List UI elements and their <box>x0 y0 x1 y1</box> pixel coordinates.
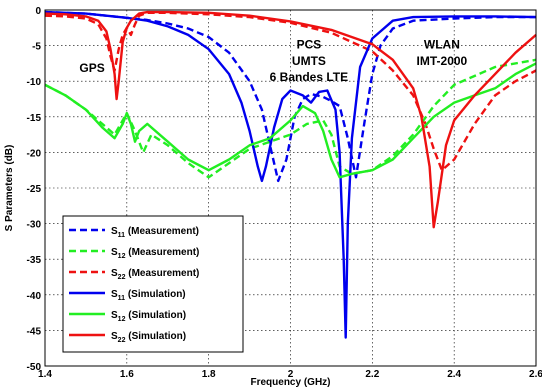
legend-entry: S11 (Measurement) <box>111 226 199 239</box>
y-tick-label: 0 <box>35 6 41 17</box>
y-tick-label: -50 <box>27 362 42 373</box>
legend-description: (Measurement) <box>125 226 199 237</box>
x-tick-labels: 1.4 1.6 1.8 2 2.2 2.4 2.6 <box>38 369 542 380</box>
legend-subscript: 22 <box>118 337 126 344</box>
legend-description: (Measurement) <box>125 268 199 279</box>
y-tick-label: -20 <box>27 148 42 159</box>
y-tick-label: -5 <box>32 42 41 53</box>
x-tick-label: 2 <box>288 369 294 380</box>
legend-description: (Simulation) <box>125 331 186 342</box>
legend-description: (Simulation) <box>125 289 186 300</box>
legend-subscript: 22 <box>118 274 126 281</box>
x-tick-label: 1.8 <box>202 369 216 380</box>
series-line-3 <box>44 10 537 339</box>
series-line-0 <box>44 10 536 183</box>
annotation-label: 6 Bandes LTE <box>270 70 348 84</box>
plot-frame <box>44 9 537 367</box>
x-tick-label: 1.6 <box>120 369 134 380</box>
legend-entry: S12 (Simulation) <box>111 310 186 323</box>
y-tick-label: -30 <box>27 220 42 231</box>
y-axis-label: S Parameters (dB) <box>4 145 15 232</box>
legend-symbol: S <box>111 247 118 258</box>
x-axis-label: Frequency (GHz) <box>250 377 330 388</box>
series-line-1 <box>44 58 537 179</box>
series-line-5 <box>44 10 537 229</box>
legend-subscript: 11 <box>118 232 126 239</box>
legend-symbol: S <box>111 226 118 237</box>
annotation-label: UMTS <box>292 54 326 68</box>
legend-subscript: 11 <box>118 295 126 302</box>
annotation-label: IMT-2000 <box>417 54 468 68</box>
y-tick-label: -15 <box>27 113 42 124</box>
y-tick-label: -40 <box>27 291 42 302</box>
legend-description: (Simulation) <box>125 310 186 321</box>
x-tick-label: 2.2 <box>365 369 379 380</box>
y-tick-label: -25 <box>27 184 42 195</box>
annotation-label: WLAN <box>424 37 460 51</box>
y-tick-labels: 0 -5 -10 -15 -20 -25 -30 -35 -40 -45 -50 <box>27 6 42 373</box>
legend-symbol: S <box>111 310 118 321</box>
legend-symbol: S <box>111 331 118 342</box>
legend-description: (Measurement) <box>125 247 199 258</box>
series-line-4 <box>44 62 537 179</box>
legend-box <box>62 215 244 353</box>
legend-symbol: S <box>111 268 118 279</box>
annotation-label: GPS <box>79 61 104 75</box>
legend: S11 (Measurement)S12 (Measurement)S22 (M… <box>62 215 244 353</box>
legend-subscript: 12 <box>118 253 126 260</box>
y-tick-label: -35 <box>27 255 42 266</box>
annotation-label: PCS <box>297 37 322 51</box>
y-tick-label: -45 <box>27 326 42 337</box>
x-tick-label: 2.6 <box>529 369 542 380</box>
x-tick-label: 1.4 <box>38 369 52 380</box>
legend-entry: S22 (Measurement) <box>111 268 199 281</box>
legend-entry: S12 (Measurement) <box>111 247 199 260</box>
y-tick-label: -10 <box>27 77 42 88</box>
x-tick-label: 2.4 <box>447 369 461 380</box>
legend-symbol: S <box>111 289 118 300</box>
legend-entry: S22 (Simulation) <box>111 331 186 344</box>
legend-subscript: 12 <box>118 316 126 323</box>
legend-entry: S11 (Simulation) <box>111 289 186 302</box>
annotations: GPS PCS UMTS 6 Bandes LTE WLAN IMT-2000 <box>79 37 467 84</box>
data-series <box>44 10 537 339</box>
